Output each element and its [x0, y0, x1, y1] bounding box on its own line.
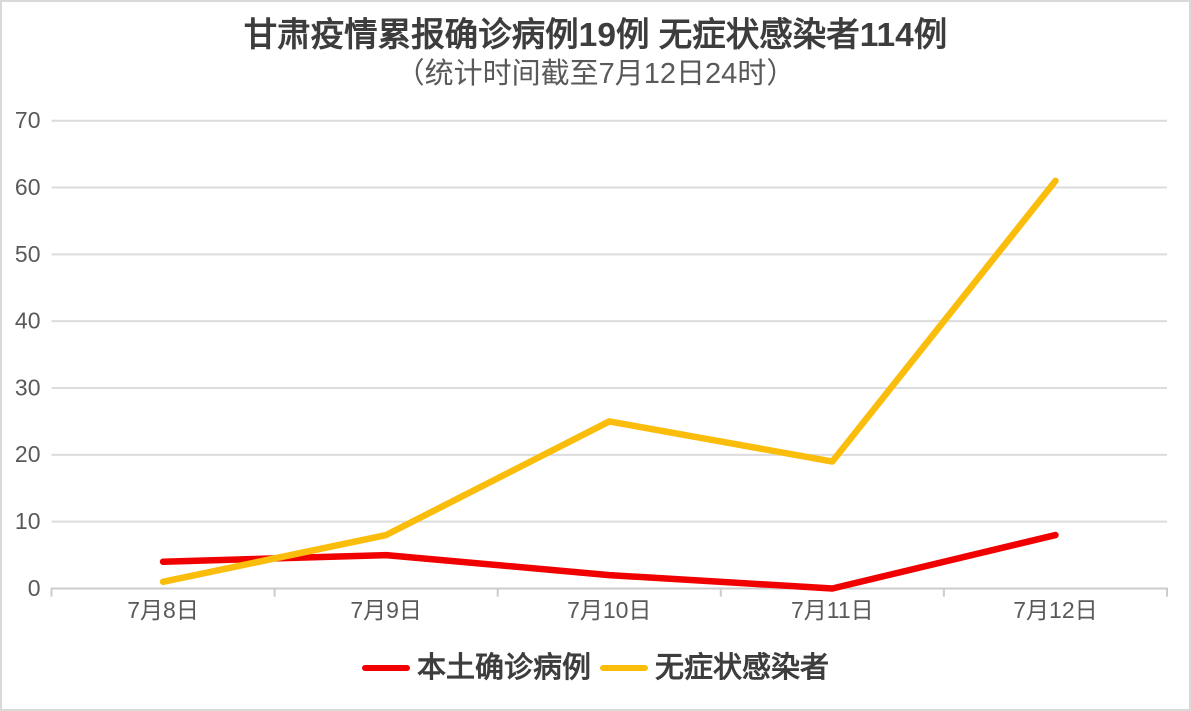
legend-item-asymptomatic[interactable]: 无症状感染者	[600, 650, 829, 686]
y-axis-label: 70	[15, 107, 41, 133]
series-line-asymptomatic[interactable]	[159, 177, 1059, 586]
y-axis-label: 40	[15, 308, 41, 334]
chart-title: 甘肃疫情累报确诊病例19例 无症状感染者114例	[243, 17, 948, 54]
y-axis-label: 60	[15, 174, 41, 200]
y-axis-label: 20	[15, 441, 41, 467]
legend-label-asymptomatic: 无症状感染者	[655, 652, 830, 684]
y-axis-label: 50	[15, 241, 41, 267]
x-axis-label: 7月12日	[1013, 597, 1097, 623]
x-axis-label: 7月9日	[350, 597, 422, 623]
x-axis-label: 7月10日	[567, 597, 651, 623]
legend-item-local-confirmed[interactable]: 本土确诊病例	[361, 650, 591, 686]
legend: 本土确诊病例 无症状感染者	[0, 650, 1191, 686]
y-axis-label: 30	[15, 374, 41, 400]
chart-subtitle: （统计时间截至7月12日24时）	[395, 57, 796, 90]
legend-label-local-confirmed: 本土确诊病例	[416, 652, 591, 684]
legend-swatch-asymptomatic	[600, 664, 648, 672]
x-axis-label: 7月8日	[127, 597, 199, 623]
y-axis-label: 0	[28, 575, 41, 601]
series-line-local-confirmed[interactable]	[159, 531, 1059, 592]
x-axis-label: 7月11日	[791, 597, 874, 623]
y-axis-label: 10	[15, 508, 41, 534]
legend-swatch-local-confirmed	[361, 664, 410, 672]
